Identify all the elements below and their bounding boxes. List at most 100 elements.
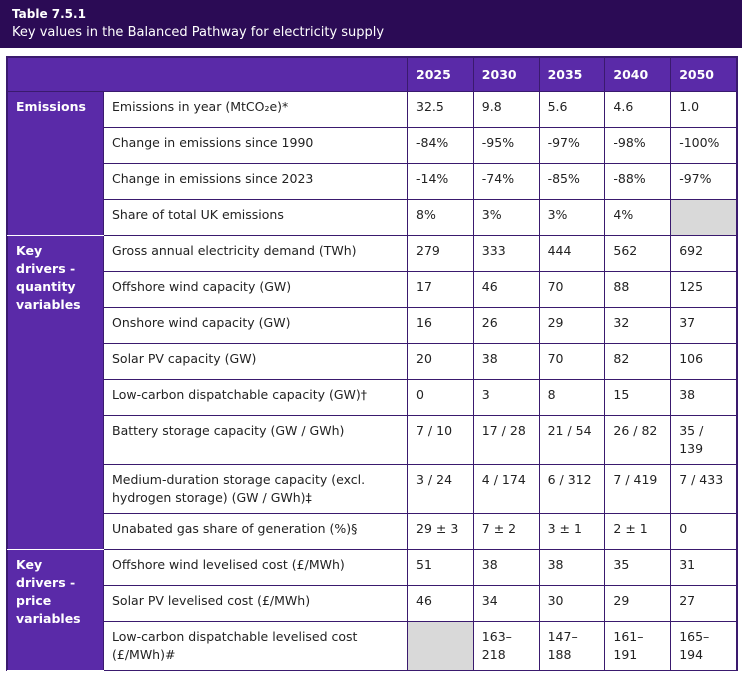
value-cell: -98% bbox=[604, 127, 672, 164]
value-cell: 32 bbox=[604, 307, 672, 344]
row-label: Low-carbon dispatchable capacity (GW)† bbox=[103, 379, 408, 416]
value-cell: 20 bbox=[407, 343, 474, 380]
header-row: 2025 2030 2035 2040 2050 bbox=[7, 57, 737, 92]
value-cell: 4% bbox=[604, 199, 672, 236]
row-label: Low-carbon dispatchable levelised cost (… bbox=[103, 621, 408, 671]
value-cell: 35 / 139 bbox=[670, 415, 737, 465]
value-cell: 147–188 bbox=[538, 621, 606, 671]
value-cell: 8 bbox=[538, 379, 606, 416]
table-row: Unabated gas share of generation (%)§ 29 … bbox=[8, 513, 737, 550]
row-label: Unabated gas share of generation (%)§ bbox=[103, 513, 408, 550]
value-cell: 6 / 312 bbox=[538, 464, 606, 514]
value-cell: 333 bbox=[472, 235, 540, 272]
value-cell: 1.0 bbox=[670, 91, 737, 128]
value-cell: 163–218 bbox=[472, 621, 540, 671]
row-label: Gross annual electricity demand (TWh) bbox=[103, 235, 408, 272]
value-cell: 3% bbox=[472, 199, 540, 236]
value-cell: 7 / 10 bbox=[407, 415, 474, 465]
table-row: Change in emissions since 1990 -84% -95% -9… bbox=[8, 127, 737, 164]
table-row: Share of total UK emissions 8% 3% 3% 4% bbox=[8, 199, 737, 236]
value-cell: -100% bbox=[670, 127, 737, 164]
empty-cell bbox=[407, 621, 474, 671]
value-cell: -97% bbox=[538, 127, 606, 164]
value-cell: -88% bbox=[604, 163, 672, 200]
table-title: Table 7.5.1 bbox=[12, 7, 86, 21]
column-header: 2025 bbox=[407, 57, 474, 92]
value-cell: 3% bbox=[538, 199, 606, 236]
value-cell: 88 bbox=[604, 271, 672, 308]
table-row: Battery storage capacity (GW / GWh) 7 / 1… bbox=[8, 415, 737, 465]
value-cell: 16 bbox=[407, 307, 474, 344]
value-cell: 29 bbox=[538, 307, 606, 344]
value-cell: 21 / 54 bbox=[538, 415, 606, 465]
table-row: Change in emissions since 2023 -14% -74% -8… bbox=[8, 163, 737, 200]
value-cell: 15 bbox=[604, 379, 672, 416]
value-cell: 82 bbox=[604, 343, 672, 380]
value-cell: 0 bbox=[407, 379, 474, 416]
value-cell: 51 bbox=[407, 549, 474, 586]
value-cell: 29 ± 3 bbox=[407, 513, 474, 550]
table-row: Key drivers - quantity variables Gross an… bbox=[7, 235, 737, 550]
data-table: 2025 2030 2035 2040 2050 Emissions Emissions … bbox=[7, 57, 737, 671]
value-cell: 38 bbox=[538, 549, 606, 586]
table-row: Offshore wind capacity (GW) 17 46 70 88 125 bbox=[8, 271, 737, 308]
value-cell: -84% bbox=[407, 127, 474, 164]
value-cell: -97% bbox=[670, 163, 737, 200]
value-cell: 26 / 82 bbox=[604, 415, 672, 465]
value-cell: 9.8 bbox=[472, 91, 540, 128]
value-cell: 27 bbox=[670, 585, 737, 622]
value-cell: 31 bbox=[670, 549, 737, 586]
value-cell: 444 bbox=[538, 235, 606, 272]
value-cell: -85% bbox=[538, 163, 606, 200]
value-cell: 32.5 bbox=[407, 91, 474, 128]
value-cell: -74% bbox=[472, 163, 540, 200]
value-cell: 562 bbox=[604, 235, 672, 272]
column-header: 2035 bbox=[538, 57, 606, 92]
row-label: Change in emissions since 1990 bbox=[103, 127, 408, 164]
value-cell: 7 / 419 bbox=[604, 464, 672, 514]
table-row: Onshore wind capacity (GW) 16 26 29 32 37 bbox=[8, 307, 737, 344]
table-row: Emissions Emissions in year (MtCO₂e)* 32.5… bbox=[7, 91, 737, 236]
value-cell: 161–191 bbox=[604, 621, 672, 671]
table-row: Key drivers - price variables Offshore wi… bbox=[7, 549, 737, 671]
row-label: Onshore wind capacity (GW) bbox=[103, 307, 408, 344]
group-label: Key drivers - price variables bbox=[7, 549, 104, 671]
value-cell: 692 bbox=[670, 235, 737, 272]
row-label: Change in emissions since 2023 bbox=[103, 163, 408, 200]
group-label: Emissions bbox=[7, 91, 104, 236]
value-cell: 30 bbox=[538, 585, 606, 622]
table-frame: 2025 2030 2035 2040 2050 Emissions Emissions … bbox=[6, 56, 738, 671]
value-cell: 0 bbox=[670, 513, 737, 550]
table-row: Medium-duration storage capacity (excl. … bbox=[8, 464, 737, 514]
value-cell: 46 bbox=[472, 271, 540, 308]
table-row: Solar PV levelised cost (£/MWh) 46 34 30 29 2… bbox=[8, 585, 737, 622]
value-cell: 70 bbox=[538, 343, 606, 380]
value-cell: 2 ± 1 bbox=[604, 513, 672, 550]
value-cell: 7 / 433 bbox=[670, 464, 737, 514]
value-cell: 70 bbox=[538, 271, 606, 308]
empty-cell bbox=[670, 199, 737, 236]
row-label: Battery storage capacity (GW / GWh) bbox=[103, 415, 408, 465]
table-row: Low-carbon dispatchable levelised cost (… bbox=[8, 621, 737, 671]
row-label: Emissions in year (MtCO₂e)* bbox=[103, 91, 408, 128]
value-cell: 38 bbox=[670, 379, 737, 416]
value-cell: 17 / 28 bbox=[472, 415, 540, 465]
value-cell: 38 bbox=[472, 343, 540, 380]
value-cell: 3 / 24 bbox=[407, 464, 474, 514]
column-header: 2040 bbox=[604, 57, 672, 92]
value-cell: 279 bbox=[407, 235, 474, 272]
table-row: Low-carbon dispatchable capacity (GW)† 0 3… bbox=[8, 379, 737, 416]
row-label: Offshore wind capacity (GW) bbox=[103, 271, 408, 308]
value-cell: 34 bbox=[472, 585, 540, 622]
row-label: Share of total UK emissions bbox=[103, 199, 408, 236]
value-cell: 35 bbox=[604, 549, 672, 586]
table-row: Solar PV capacity (GW) 20 38 70 82 106 bbox=[8, 343, 737, 380]
value-cell: 46 bbox=[407, 585, 474, 622]
header-blank bbox=[7, 57, 408, 92]
value-cell: 4.6 bbox=[604, 91, 672, 128]
row-label: Solar PV capacity (GW) bbox=[103, 343, 408, 380]
value-cell: 3 ± 1 bbox=[538, 513, 606, 550]
value-cell: 3 bbox=[472, 379, 540, 416]
row-label: Solar PV levelised cost (£/MWh) bbox=[103, 585, 408, 622]
table-subtitle: Key values in the Balanced Pathway for e… bbox=[12, 25, 385, 40]
